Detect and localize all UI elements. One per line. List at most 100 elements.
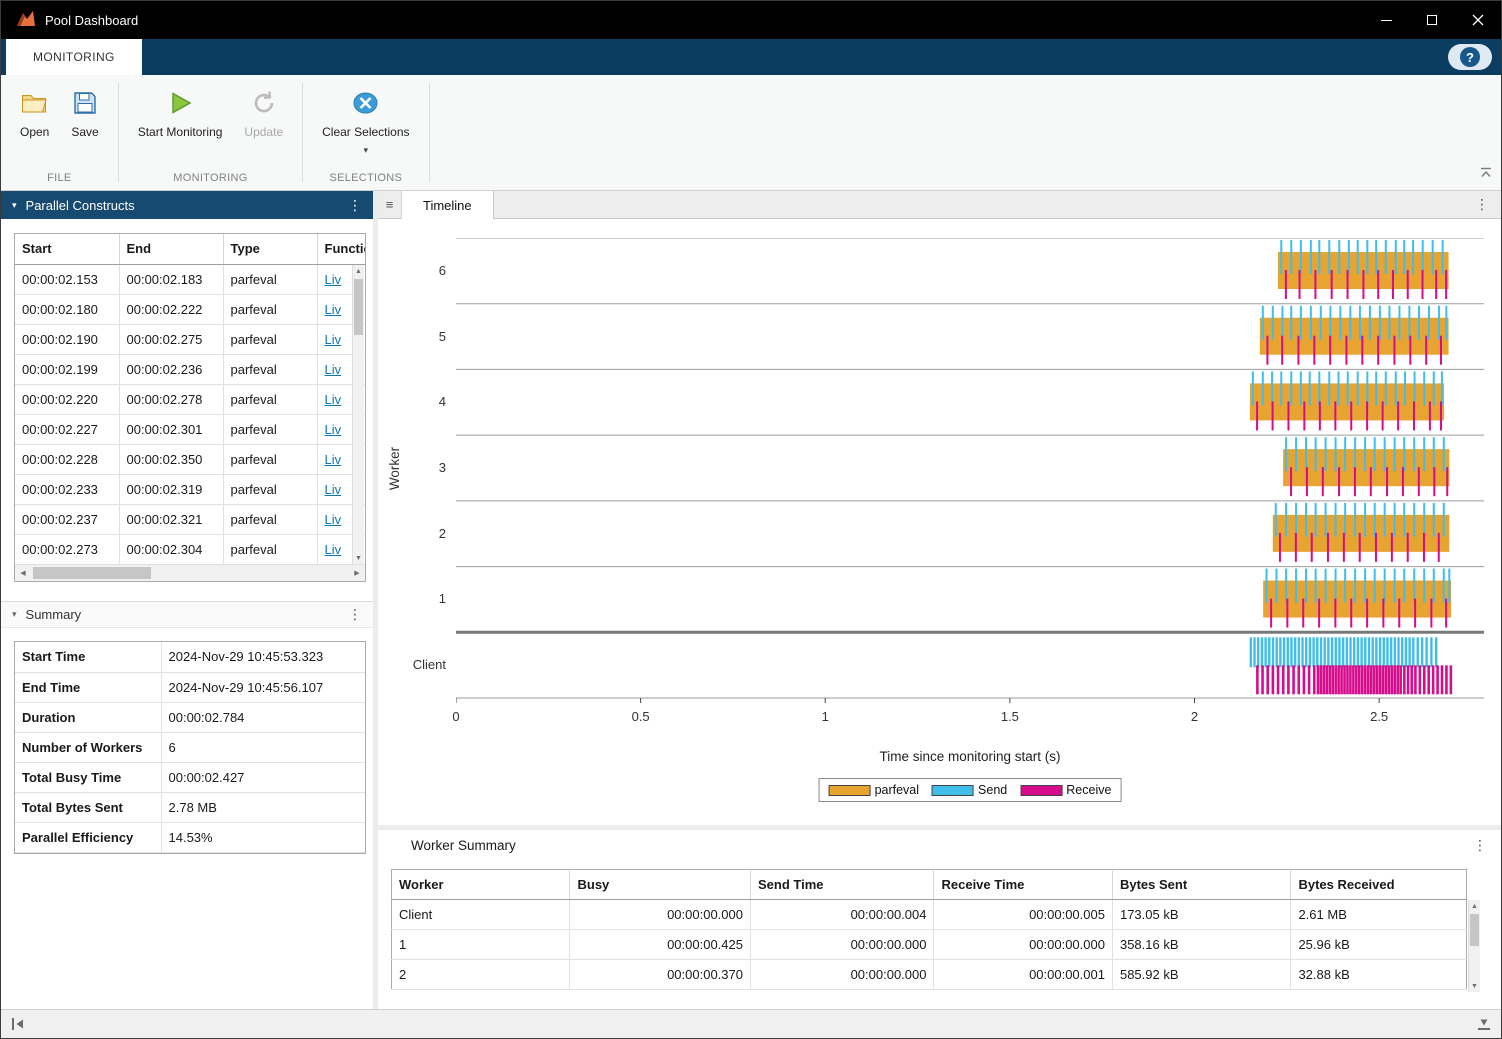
pc-cell: parfeval [223,324,318,355]
open-button[interactable]: Open [11,81,58,142]
collapse-panel-icon[interactable]: ▾ [12,199,17,210]
parfeval-bar[interactable] [1263,580,1452,618]
send-tick [1309,240,1312,274]
ws-vertical-scrollbar[interactable]: ▲ ▼ [1468,900,1480,992]
timeline-plot[interactable] [456,238,1484,706]
ws-column-header[interactable]: Receive Time [933,869,1113,900]
scroll-left-icon[interactable]: ◀ [20,570,26,577]
pc-table-row[interactable]: 00:00:02.153 00:00:02.183 parfeval Liv [15,264,365,295]
pc-table-row[interactable]: 00:00:02.228 00:00:02.350 parfeval Liv [15,444,365,475]
scroll-down-icon[interactable]: ▼ [1471,982,1478,990]
ws-table-row[interactable]: 1 00:00:00.425 00:00:00.000 00:00:00.000 358… [391,929,1467,960]
receive-tick [1321,467,1324,497]
send-tick [1398,305,1401,340]
pc-table-row[interactable]: 00:00:02.233 00:00:02.319 parfeval Liv [15,474,365,505]
summary-value: 14.53% [161,822,365,853]
send-tick [1251,371,1254,406]
receive-tick [1425,335,1428,365]
kebab-menu-icon[interactable]: ⋮ [1473,836,1487,853]
collapse-ribbon-button[interactable] [1479,166,1493,184]
kebab-menu-icon[interactable]: ⋮ [348,606,362,622]
function-link[interactable]: Liv [324,331,342,347]
receive-tick [1369,665,1373,695]
save-button[interactable]: Save [62,81,107,142]
pc-column-header[interactable]: Start [15,234,120,265]
toolbar-divider [428,83,430,182]
dock-bottom-button[interactable] [1476,1017,1492,1031]
ws-cell: 2 [391,959,571,990]
pc-column-header[interactable]: End [119,234,224,265]
horizontal-splitter[interactable] [378,825,1501,830]
receive-tick [1350,401,1353,431]
toolbar-group-selections: Clear Selections ▾ SELECTIONS [303,75,428,190]
pc-table-row[interactable]: 00:00:02.190 00:00:02.275 parfeval Liv [15,324,365,355]
close-button[interactable] [1455,1,1501,39]
send-tick [1328,240,1331,274]
function-link[interactable]: Liv [324,421,342,437]
pc-table-row[interactable]: 00:00:02.199 00:00:02.236 parfeval Liv [15,354,365,385]
collapse-panel-icon[interactable]: ▾ [12,609,17,619]
send-tick [1308,371,1311,406]
receive-tick [1342,532,1345,562]
scroll-right-icon[interactable]: ▶ [354,570,360,577]
ws-table-row[interactable]: 2 00:00:00.370 00:00:00.000 00:00:00.001 585… [391,959,1467,990]
receive-tick [1292,665,1295,695]
pc-horizontal-scrollbar[interactable]: ◀ ▶ [15,564,365,581]
scroll-up-icon[interactable]: ▲ [1471,902,1478,910]
pc-table-row[interactable]: 00:00:02.273 00:00:02.304 parfeval Liv [15,534,365,565]
function-link[interactable]: Liv [324,361,342,377]
clear-selections-button[interactable]: Clear Selections ▾ [313,81,418,157]
ws-cell: 00:00:00.004 [750,899,935,930]
maximize-button[interactable] [1409,1,1455,39]
scroll-thumb[interactable] [33,567,151,579]
parfeval-bar[interactable] [1283,449,1450,487]
receive-tick [1256,665,1259,695]
help-button[interactable]: ? [1448,44,1492,70]
function-link[interactable]: Liv [324,541,342,557]
pc-table-row[interactable]: 00:00:02.237 00:00:02.321 parfeval Liv [15,504,365,535]
function-link[interactable]: Liv [324,511,342,527]
refresh-icon [251,88,277,118]
pc-table-row[interactable]: 00:00:02.220 00:00:02.278 parfeval Liv [15,384,365,415]
ws-column-header[interactable]: Worker [391,869,571,900]
document-list-icon[interactable]: ≡ [378,191,402,218]
scroll-thumb[interactable] [1470,914,1479,946]
pc-table-row[interactable]: 00:00:02.227 00:00:02.301 parfeval Liv [15,414,365,445]
function-link[interactable]: Liv [324,391,342,407]
ws-column-header[interactable]: Busy [569,869,751,900]
receive-tick [1284,270,1287,299]
scroll-up-icon[interactable]: ▲ [355,267,362,275]
ws-column-header[interactable]: Bytes Received [1290,869,1467,900]
send-tick [1271,637,1275,668]
send-tick [1421,240,1424,274]
ws-column-header[interactable]: Bytes Sent [1112,869,1292,900]
function-link[interactable]: Liv [324,451,342,467]
send-tick [1349,637,1352,668]
scroll-thumb[interactable] [354,279,363,335]
start-monitoring-button[interactable]: Start Monitoring [129,81,232,142]
pc-column-header[interactable]: Type [223,234,318,265]
function-link[interactable]: Liv [324,271,342,287]
pc-column-header[interactable]: Function [317,234,365,265]
parfeval-bar[interactable] [1272,514,1450,552]
function-link[interactable]: Liv [324,301,342,317]
tab-timeline[interactable]: Timeline [402,191,494,219]
tab-monitoring[interactable]: MONITORING [6,39,142,75]
kebab-menu-icon[interactable]: ⋮ [1475,196,1489,212]
minimize-button[interactable] [1363,1,1409,39]
receive-tick [1396,665,1399,695]
pc-vertical-scrollbar[interactable]: ▲ ▼ [352,265,364,564]
ws-column-header[interactable]: Send Time [750,869,935,900]
x-tick-label: 1.5 [1000,709,1019,724]
function-link[interactable]: Liv [324,481,342,497]
send-tick [1319,305,1322,340]
ws-table-row[interactable]: Client 00:00:00.000 00:00:00.004 00:00:00.0… [391,899,1467,930]
receive-tick [1276,665,1280,695]
dock-left-button[interactable] [10,1017,26,1031]
pc-table-row[interactable]: 00:00:02.180 00:00:02.222 parfeval Liv [15,294,365,325]
send-tick [1253,637,1256,668]
ws-cell: 00:00:00.000 [569,899,751,930]
kebab-menu-icon[interactable]: ⋮ [348,196,362,213]
scroll-down-icon[interactable]: ▼ [355,554,362,562]
parfeval-bar[interactable] [1259,317,1449,355]
